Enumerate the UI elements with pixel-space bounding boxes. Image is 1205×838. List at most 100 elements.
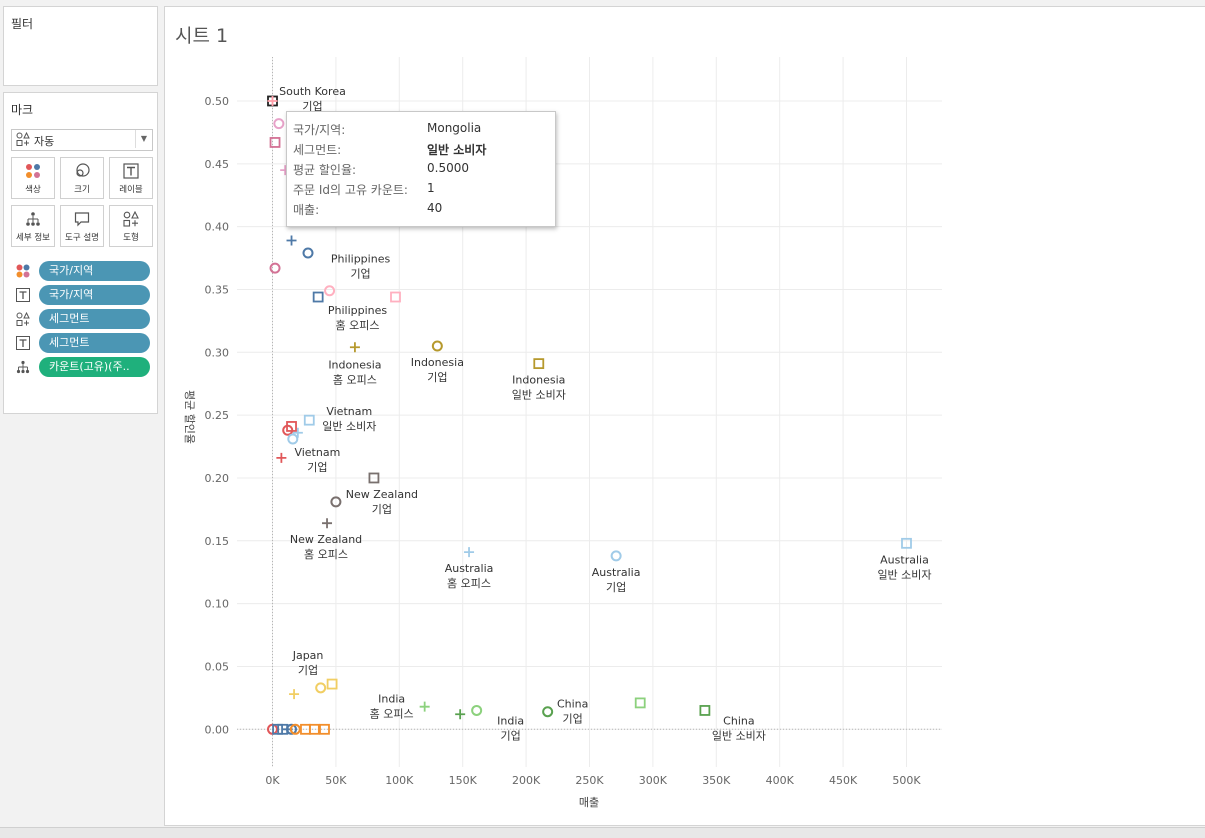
filters-card[interactable]: 필터 bbox=[3, 6, 158, 86]
point-label: China bbox=[557, 698, 588, 711]
y-tick-label: 0.40 bbox=[205, 221, 230, 234]
pill-row-shape-segment[interactable]: 세그먼트 bbox=[11, 309, 153, 329]
pill-country-color[interactable]: 국가/지역 bbox=[39, 261, 150, 281]
pill-row-detail-count[interactable]: 카운트(고유)(주.. bbox=[11, 357, 153, 377]
data-point bbox=[634, 697, 646, 709]
plus-mark bbox=[292, 427, 303, 438]
circle-mark bbox=[273, 118, 285, 130]
point-label: 일반 소비자 bbox=[877, 567, 931, 581]
point-label: 홈 오피스 bbox=[370, 707, 414, 721]
square-mark bbox=[312, 291, 324, 303]
square-mark bbox=[390, 291, 401, 303]
pill-segment-label[interactable]: 세그먼트 bbox=[39, 333, 150, 353]
point-label: South Korea bbox=[279, 85, 346, 98]
point-label: 홈 오피스 bbox=[447, 576, 491, 590]
y-axis-title: 평균 할인율 bbox=[183, 390, 196, 444]
tooltip-value: 일반 소비자 bbox=[427, 143, 487, 157]
tooltip-key: 매출: bbox=[293, 203, 320, 217]
point-label: Philippines bbox=[328, 304, 388, 317]
data-point bbox=[267, 95, 278, 106]
tooltip-button[interactable]: 도구 설명 bbox=[60, 205, 104, 247]
data-point bbox=[269, 262, 281, 274]
circle-mark bbox=[431, 340, 443, 352]
point-label: China bbox=[723, 714, 754, 727]
tooltip-row-segment: 세그먼트: 일반 소비자 bbox=[293, 141, 553, 157]
shape-icon bbox=[123, 211, 139, 227]
speech-bubble-icon bbox=[74, 212, 90, 227]
color-button[interactable]: 색상 bbox=[11, 157, 55, 199]
circle-mark bbox=[471, 704, 483, 716]
tooltip-button-label: 도구 설명 bbox=[65, 233, 99, 243]
mark-type-label: 자동 bbox=[34, 135, 55, 148]
data-point bbox=[269, 137, 281, 148]
pill-row-label-country[interactable]: 국가/지역 bbox=[11, 285, 153, 305]
data-point bbox=[431, 340, 443, 352]
y-tick-label: 0.15 bbox=[205, 535, 230, 548]
y-tick-label: 0.45 bbox=[205, 158, 230, 171]
data-point bbox=[302, 247, 314, 259]
pill-count-distinct[interactable]: 카운트(고유)(주.. bbox=[39, 357, 150, 377]
circle-mark bbox=[287, 433, 299, 445]
tooltip-value: Mongolia bbox=[427, 121, 482, 135]
data-point bbox=[287, 433, 299, 445]
pill-country-label[interactable]: 국가/지역 bbox=[39, 285, 150, 305]
pill-row-color-country[interactable]: 국가/지역 bbox=[11, 261, 153, 281]
mark-type-dropdown[interactable]: 자동 ▼ bbox=[11, 129, 153, 151]
y-tick-label: 0.20 bbox=[205, 472, 230, 485]
detail-icon bbox=[16, 360, 30, 374]
data-point bbox=[901, 537, 912, 549]
data-point bbox=[289, 723, 301, 735]
tooltip-key: 세그먼트: bbox=[293, 143, 342, 157]
point-label: 기업 bbox=[563, 713, 583, 726]
pill-row-label-segment[interactable]: 세그먼트 bbox=[11, 333, 153, 353]
label-button[interactable]: 레이블 bbox=[109, 157, 153, 199]
circle-mark bbox=[542, 706, 554, 718]
plus-mark bbox=[267, 95, 278, 106]
circle-mark bbox=[610, 550, 622, 562]
point-label: Japan bbox=[292, 649, 324, 662]
pill-segment-shape[interactable]: 세그먼트 bbox=[39, 309, 150, 329]
point-label: 기업 bbox=[372, 503, 392, 516]
data-point bbox=[319, 723, 330, 735]
y-tick-label: 0.35 bbox=[205, 283, 230, 296]
x-tick-label: 300K bbox=[639, 774, 668, 787]
square-mark bbox=[303, 414, 315, 426]
point-label: India bbox=[378, 693, 405, 706]
square-mark bbox=[269, 137, 281, 148]
point-label: 기업 bbox=[427, 371, 447, 384]
point-label: India bbox=[497, 714, 524, 727]
data-point bbox=[292, 427, 303, 438]
bottom-tab-bar bbox=[0, 827, 1205, 838]
x-tick-label: 50K bbox=[325, 774, 347, 787]
point-label: 일반 소비자 bbox=[322, 419, 376, 433]
point-label: New Zealand bbox=[346, 488, 418, 501]
data-point bbox=[276, 452, 287, 463]
x-tick-label: 200K bbox=[512, 774, 541, 787]
circle-mark bbox=[324, 285, 336, 297]
data-point bbox=[286, 723, 298, 735]
point-label: Indonesia bbox=[512, 374, 565, 387]
point-label: Australia bbox=[880, 553, 929, 566]
marks-title: 마크 bbox=[11, 103, 34, 117]
tooltip-value: 0.5000 bbox=[427, 161, 469, 175]
point-label: Australia bbox=[445, 562, 494, 575]
filters-title: 필터 bbox=[11, 17, 34, 31]
label-icon bbox=[123, 163, 139, 179]
data-point bbox=[471, 704, 483, 716]
point-label: 기업 bbox=[302, 100, 322, 113]
detail-button[interactable]: 세부 정보 bbox=[11, 205, 55, 247]
y-tick-label: 0.05 bbox=[205, 660, 230, 673]
data-point bbox=[455, 709, 466, 720]
point-label: Philippines bbox=[331, 253, 391, 266]
circle-mark bbox=[315, 682, 327, 694]
x-tick-label: 450K bbox=[829, 774, 858, 787]
detail-button-label: 세부 정보 bbox=[16, 233, 50, 243]
left-panel: 필터 마크 자동 ▼ 색상 크기 bbox=[0, 0, 160, 837]
size-button[interactable]: 크기 bbox=[60, 157, 104, 199]
chevron-down-icon[interactable]: ▼ bbox=[135, 130, 152, 148]
point-label: New Zealand bbox=[290, 533, 362, 546]
x-tick-label: 250K bbox=[575, 774, 604, 787]
shape-button[interactable]: 도형 bbox=[109, 205, 153, 247]
y-tick-label: 0.25 bbox=[205, 409, 230, 422]
data-point bbox=[324, 285, 336, 297]
